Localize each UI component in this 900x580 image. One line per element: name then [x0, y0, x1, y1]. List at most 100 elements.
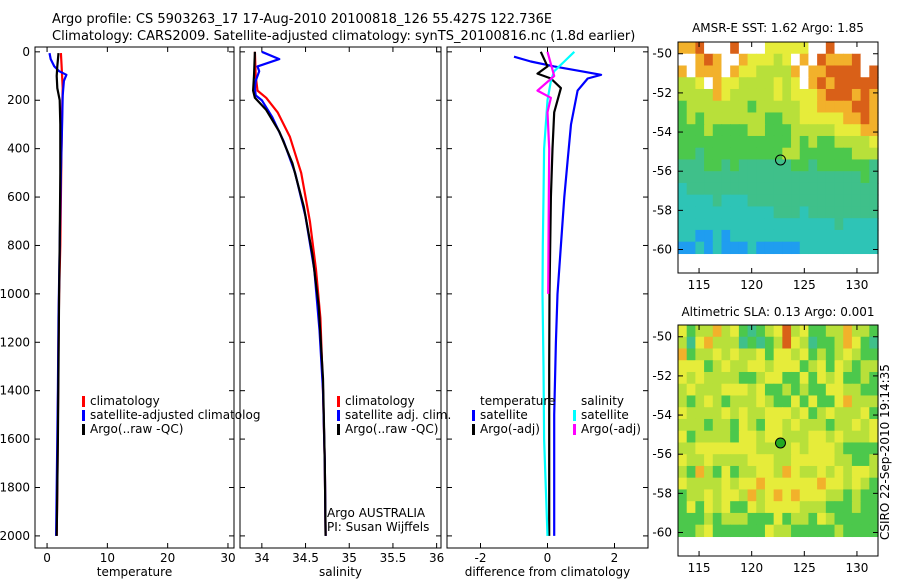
field-cell: [712, 442, 723, 455]
field-cell: [704, 182, 714, 196]
field-cell: [834, 77, 844, 90]
field-cell: [721, 442, 731, 455]
field-cell: [851, 395, 862, 408]
field-cell: [843, 489, 853, 502]
profile-title: Argo profile: CS 5903263_17 17-Aug-2010 …: [52, 12, 553, 27]
field-cell: [756, 465, 766, 479]
sla-map-xtick-label: 115: [688, 561, 711, 575]
sla-map-xtick-label: 120: [740, 561, 763, 575]
salinity-frame: [239, 46, 442, 549]
field-cell: [712, 124, 723, 137]
field-cell: [791, 430, 801, 444]
field-cell: [738, 442, 749, 455]
temperature-xtick-label: 20: [160, 551, 175, 565]
field-cell: [817, 135, 827, 149]
field-cell: [808, 112, 818, 125]
field-cell: [782, 442, 792, 455]
field-cell: [799, 218, 810, 231]
field-cell: [695, 383, 705, 397]
field-cell: [791, 418, 801, 432]
field-cell: [721, 53, 731, 67]
field-cell: [712, 182, 723, 196]
series-line-argo-raw-qc-: [252, 51, 327, 536]
field-cell: [695, 206, 705, 219]
field-cell: [791, 135, 801, 149]
field-cell: [747, 135, 757, 149]
field-cell: [799, 442, 810, 455]
field-cell: [704, 135, 714, 149]
field-cell: [678, 194, 688, 208]
field-cell: [695, 512, 705, 526]
field-cell: [721, 489, 731, 502]
field-cell: [721, 336, 731, 350]
field-cell: [738, 100, 749, 114]
temperature-ytick-label: 800: [7, 238, 30, 252]
field-cell: [791, 241, 801, 255]
field-cell: [686, 501, 696, 514]
field-cell: [712, 465, 723, 479]
field-cell: [825, 524, 836, 538]
field-cell: [678, 442, 688, 455]
field-cell: [747, 524, 757, 538]
field-cell: [738, 42, 749, 55]
field-cell: [860, 218, 870, 231]
field-cell: [869, 218, 879, 231]
field-cell: [704, 65, 714, 78]
field-cell: [764, 512, 775, 526]
field-cell: [869, 206, 879, 219]
field-cell: [799, 501, 810, 514]
field-cell: [738, 53, 749, 67]
field-cell: [747, 489, 757, 502]
field-cell: [843, 42, 853, 55]
field-cell: [869, 454, 879, 467]
field-cell: [860, 407, 870, 420]
field-cell: [799, 77, 810, 90]
field-cell: [686, 241, 696, 255]
field-cell: [799, 524, 810, 538]
field-cell: [825, 477, 836, 491]
legend-heading: salinity: [581, 394, 624, 408]
field-cell: [721, 147, 731, 161]
temperature-ytick-label: 1800: [0, 480, 30, 494]
field-cell: [860, 112, 870, 125]
field-cell: [834, 218, 844, 231]
sst-map-title: AMSR-E SST: 1.62 Argo: 1.85: [692, 21, 864, 35]
field-cell: [843, 325, 853, 338]
field-cell: [773, 206, 783, 219]
field-cell: [782, 147, 792, 161]
field-cell: [817, 147, 827, 161]
field-cell: [851, 42, 862, 55]
field-cell: [869, 147, 879, 161]
field-cell: [704, 418, 714, 432]
field-cell: [869, 88, 879, 102]
field-cell: [756, 477, 766, 491]
field-cell: [712, 512, 723, 526]
field-cell: [747, 325, 757, 338]
field-cell: [825, 454, 836, 467]
field-cell: [808, 218, 818, 231]
field-cell: [721, 241, 731, 255]
field-cell: [704, 442, 714, 455]
field-cell: [764, 395, 775, 408]
field-cell: [825, 465, 836, 479]
field-cell: [834, 336, 844, 350]
field-cell: [782, 241, 792, 255]
legend-label: Argo(-adj): [581, 422, 641, 436]
field-cell: [817, 171, 827, 184]
field-cell: [817, 182, 827, 196]
field-cell: [738, 159, 749, 172]
field-cell: [869, 65, 879, 78]
field-cell: [773, 77, 783, 90]
field-cell: [817, 194, 827, 208]
difference-xlabel: difference from climatology: [465, 565, 631, 579]
field-cell: [808, 477, 818, 491]
temperature-ytick-label: 1600: [0, 432, 30, 446]
field-cell: [799, 454, 810, 467]
field-cell: [773, 241, 783, 255]
field-cell: [686, 336, 696, 350]
field-cell: [808, 206, 818, 219]
field-cell: [782, 477, 792, 491]
field-cell: [730, 442, 740, 455]
series-line-salinity-argo-adj-: [536, 51, 556, 294]
field-cell: [817, 407, 827, 420]
